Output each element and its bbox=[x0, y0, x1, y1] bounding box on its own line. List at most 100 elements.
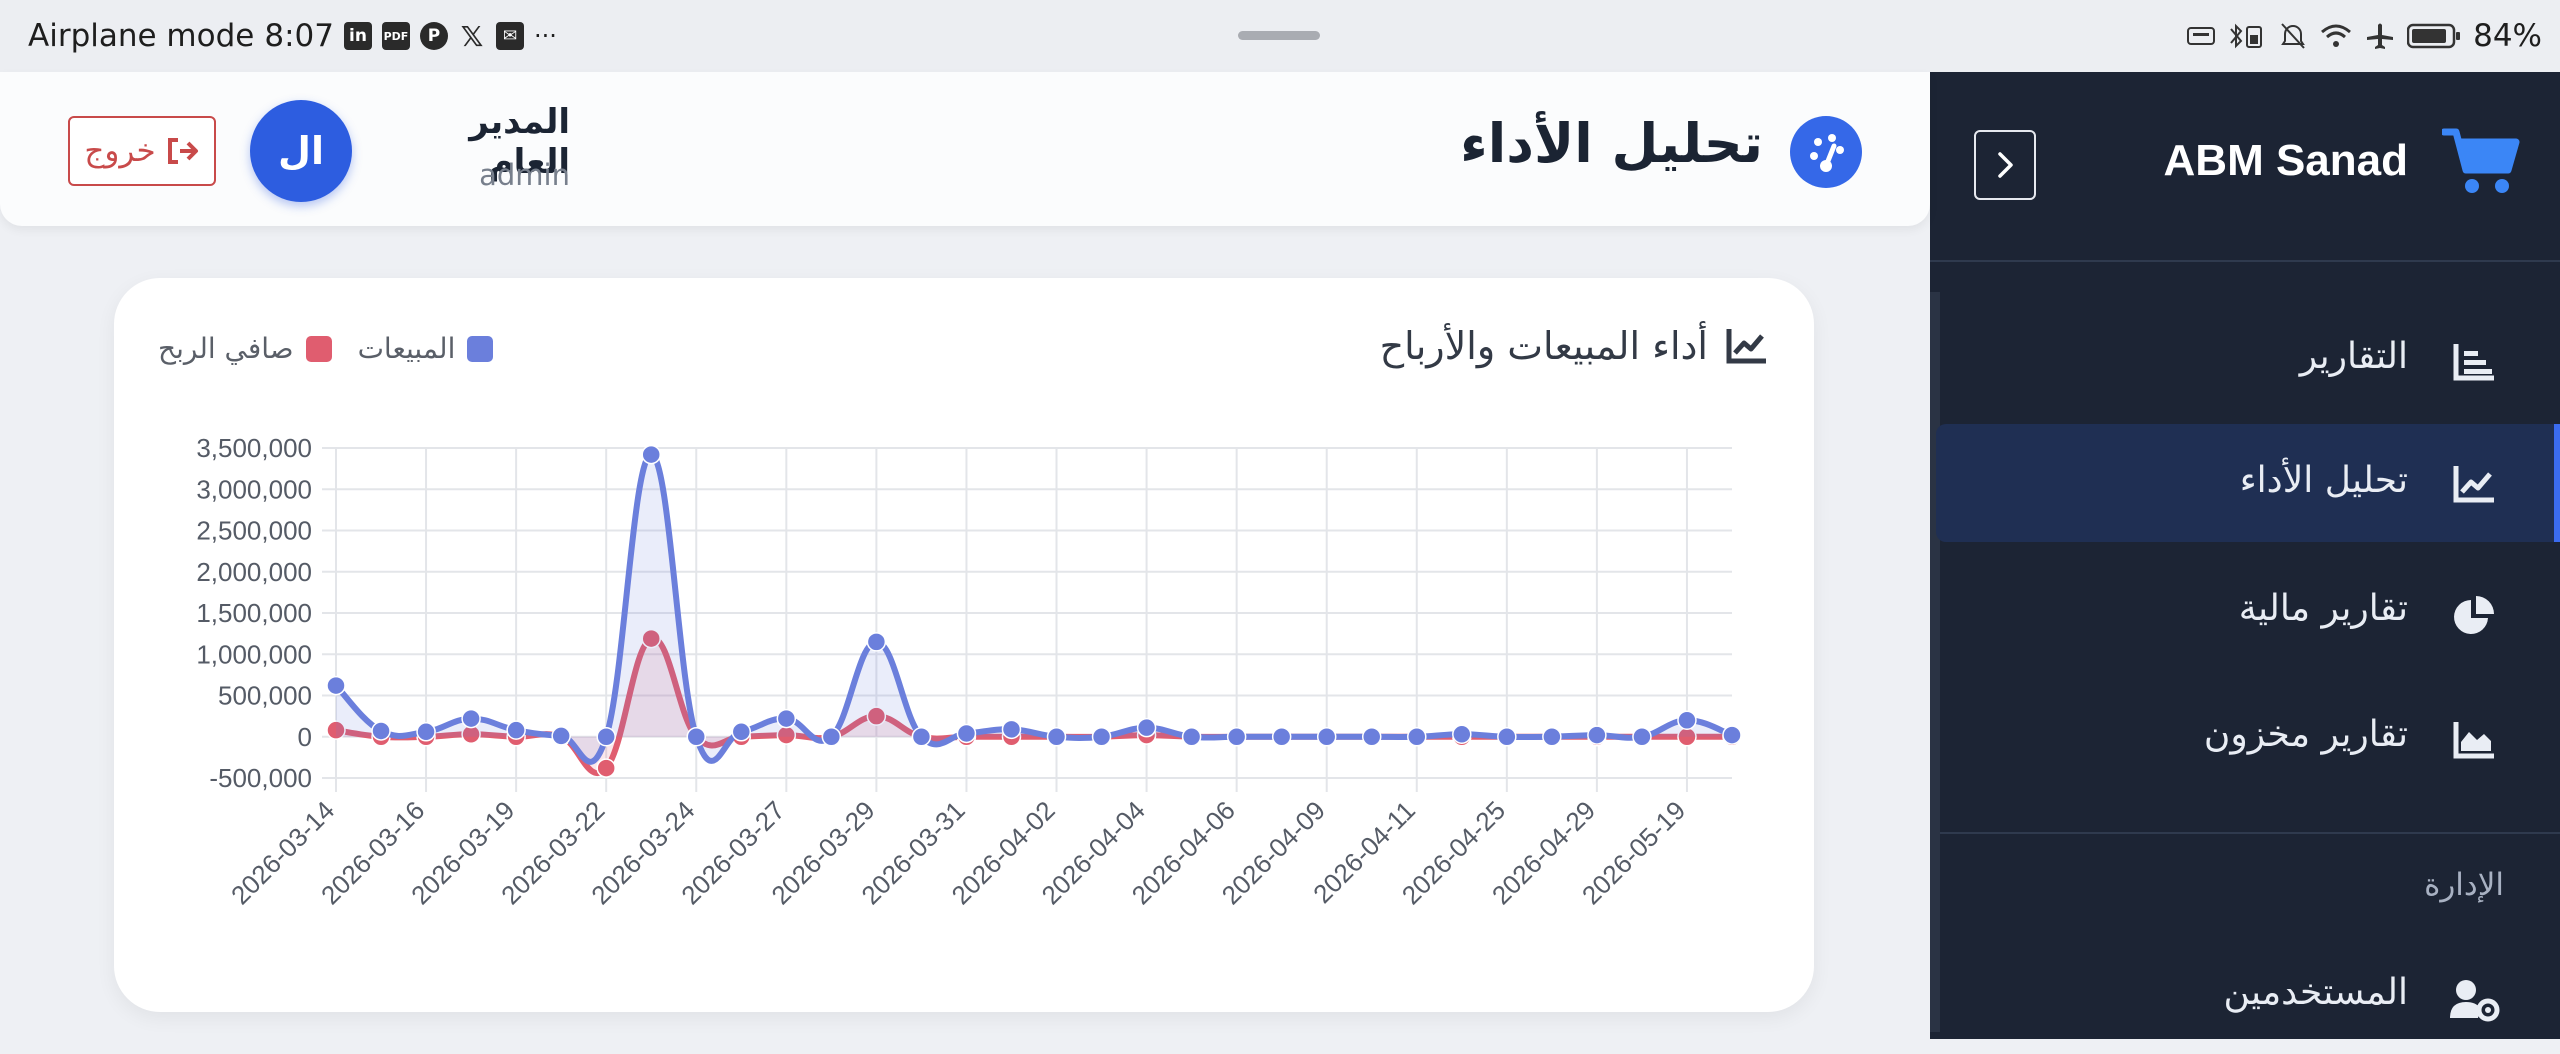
sidebar-item-label: التقارير bbox=[2299, 336, 2408, 377]
data-point bbox=[416, 722, 436, 742]
legend-swatch bbox=[467, 335, 494, 362]
status-bar: Airplane mode 8:07 in PDF P 𝕏 ✉ ··· 84% bbox=[0, 0, 2560, 72]
series-area bbox=[336, 638, 1732, 774]
data-point bbox=[731, 722, 752, 742]
data-point bbox=[1361, 727, 1382, 747]
y-tick-label: 3,500,000 bbox=[196, 433, 312, 463]
drag-handle[interactable] bbox=[1238, 31, 1320, 40]
legend-label: صافي الربح bbox=[158, 332, 294, 365]
user-name: المدير العام bbox=[469, 102, 570, 182]
sidebar-item-label: تقارير مالية bbox=[2238, 588, 2408, 629]
y-tick-label: 1,500,000 bbox=[196, 598, 312, 628]
data-point bbox=[641, 444, 661, 465]
chart-legend: المبيعات صافي الربح bbox=[158, 332, 494, 365]
cart-icon bbox=[2442, 128, 2520, 193]
sidebar-item-label: تحليل الأداء bbox=[2239, 460, 2408, 501]
legend-swatch bbox=[305, 335, 332, 362]
sidebar-toggle-button[interactable] bbox=[1974, 130, 2036, 200]
brand-row: ABM Sanad bbox=[1930, 72, 2560, 262]
clock: 8:07 bbox=[264, 18, 334, 54]
status-right: 84% bbox=[2187, 14, 2542, 58]
tachometer-icon bbox=[1790, 116, 1862, 188]
brand-name[interactable]: ABM Sanad bbox=[2163, 136, 2408, 185]
data-point bbox=[866, 632, 887, 652]
sidebar-item-reports[interactable]: التقارير bbox=[1942, 300, 2560, 418]
x-icon: 𝕏 bbox=[460, 19, 484, 53]
data-point bbox=[1226, 727, 1247, 747]
bluetooth-battery-icon bbox=[2230, 23, 2263, 49]
y-tick-label: -500,000 bbox=[209, 763, 312, 793]
y-tick-label: 2,000,000 bbox=[196, 557, 312, 587]
data-point bbox=[1677, 710, 1697, 730]
wifi-icon bbox=[2321, 24, 2352, 47]
airplane-icon bbox=[2367, 23, 2394, 49]
data-point bbox=[371, 721, 391, 741]
mail-icon: ✉ bbox=[495, 22, 524, 50]
data-point bbox=[1587, 725, 1607, 745]
sidebar-item-inventory-reports[interactable]: تقارير مخزون bbox=[1942, 678, 2560, 796]
data-point bbox=[1316, 727, 1337, 747]
data-point bbox=[506, 720, 526, 740]
data-point bbox=[1497, 727, 1517, 747]
sidebar-item-users[interactable]: المستخدمين bbox=[1942, 936, 2560, 1054]
pie-chart-icon bbox=[2454, 596, 2494, 634]
avatar[interactable]: ال bbox=[250, 100, 352, 202]
series-area bbox=[336, 454, 1732, 762]
data-point bbox=[326, 675, 346, 696]
more-notifications: ··· bbox=[533, 22, 557, 50]
sidebar: ABM Sanad التقارير تحليل الأداء تقارير م… bbox=[1930, 72, 2560, 1039]
y-tick-label: 3,000,000 bbox=[196, 474, 312, 504]
pdf-icon: PDF bbox=[381, 22, 410, 50]
sidebar-item-performance[interactable]: تحليل الأداء bbox=[1936, 424, 2560, 542]
y-tick-label: 1,000,000 bbox=[196, 639, 312, 669]
data-point bbox=[1046, 727, 1067, 747]
data-point bbox=[1452, 724, 1472, 745]
logout-button[interactable]: خروج bbox=[68, 116, 216, 186]
data-point bbox=[1001, 719, 1022, 740]
data-point bbox=[596, 727, 616, 747]
data-point bbox=[686, 727, 707, 747]
data-point bbox=[1632, 727, 1652, 747]
data-point bbox=[956, 723, 977, 744]
legend-item-sales[interactable]: المبيعات bbox=[358, 332, 494, 365]
pinterest-icon: P bbox=[419, 22, 448, 50]
sidebar-item-label: تقارير مخزون bbox=[2203, 714, 2408, 755]
data-point bbox=[1407, 727, 1427, 747]
top-header: تحليل الأداء المدير العام admin ال خروج bbox=[0, 72, 1930, 226]
data-point bbox=[1722, 725, 1742, 745]
divider bbox=[1940, 832, 2560, 834]
data-point bbox=[641, 628, 661, 649]
series-line bbox=[333, 451, 1734, 765]
chart-title: أداء المبيعات والأرباح bbox=[1379, 324, 1708, 368]
chart-header: أداء المبيعات والأرباح bbox=[1380, 324, 1768, 368]
logout-label: خروج bbox=[84, 133, 156, 169]
legend-item-profit[interactable]: صافي الربح bbox=[158, 332, 332, 365]
status-left: Airplane mode 8:07 in PDF P 𝕏 ✉ ··· bbox=[28, 14, 557, 58]
data-point bbox=[1271, 727, 1292, 747]
data-point bbox=[776, 708, 797, 729]
data-point bbox=[596, 758, 616, 778]
data-point bbox=[1136, 717, 1157, 738]
sidebar-item-label: المستخدمين bbox=[2223, 972, 2408, 1013]
data-point bbox=[821, 727, 842, 747]
users-gear-icon bbox=[2450, 980, 2500, 1022]
area-chart-icon bbox=[2453, 722, 2494, 759]
mute-icon bbox=[2281, 23, 2305, 49]
data-point bbox=[866, 706, 887, 726]
data-point bbox=[1542, 727, 1562, 747]
series-line bbox=[335, 635, 1732, 776]
data-point bbox=[1091, 727, 1112, 747]
chevron-right-icon bbox=[1998, 152, 2013, 178]
linkedin-icon: in bbox=[343, 22, 372, 50]
line-chart-icon bbox=[2453, 466, 2494, 503]
y-tick-label: 500,000 bbox=[218, 681, 312, 711]
data-point bbox=[911, 727, 932, 747]
sidebar-scrollbar[interactable] bbox=[1930, 292, 1940, 1032]
y-tick-label: 0 bbox=[298, 722, 312, 752]
section-label: الإدارة bbox=[2424, 867, 2504, 903]
chart-card: أداء المبيعات والأرباح المبيعات صافي الر… bbox=[114, 278, 1814, 1012]
sidebar-item-financial-reports[interactable]: تقارير مالية bbox=[1942, 552, 2560, 670]
data-point bbox=[1181, 727, 1202, 747]
legend-label: المبيعات bbox=[357, 332, 456, 365]
battery-percentage: 84% bbox=[2473, 18, 2542, 54]
